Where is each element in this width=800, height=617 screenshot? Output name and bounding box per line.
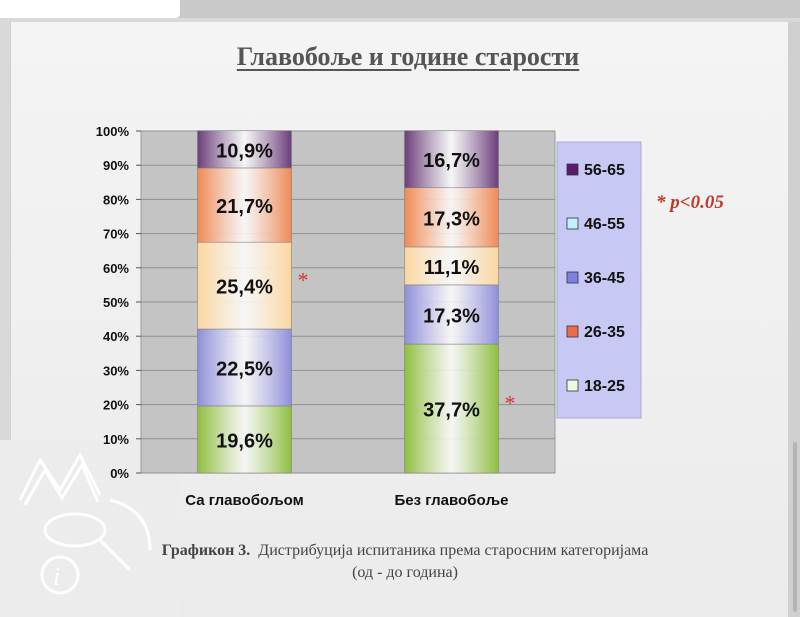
info-icon: i xyxy=(53,562,60,591)
significance-note: * p<0.05 xyxy=(656,192,724,213)
legend-swatch xyxy=(566,325,579,338)
data-label: 17,3% xyxy=(423,208,480,230)
legend-label: 26-35 xyxy=(584,324,625,341)
y-tick-label: 0% xyxy=(110,466,129,481)
data-label: 17,3% xyxy=(423,305,480,327)
legend-label: 18-25 xyxy=(584,378,625,395)
legend-swatch xyxy=(566,271,579,284)
bar-segment xyxy=(197,167,292,243)
bars: 19,6% 22,5% 25,4% * 21,7% 10,9% 37,7% * 17,3% 11,… xyxy=(197,130,516,474)
x-category-label: Без главобоље xyxy=(395,492,509,509)
chart-title: Главобоље и године старости xyxy=(236,42,580,71)
top-corner-panel xyxy=(0,0,180,18)
y-tick-label: 90% xyxy=(103,158,129,173)
data-label: 37,7% xyxy=(423,400,480,422)
bar-segment xyxy=(404,284,499,345)
legend-label: 46-55 xyxy=(584,216,625,233)
bar-segment xyxy=(404,246,499,286)
bar-segment xyxy=(197,405,292,474)
data-label: 16,7% xyxy=(423,150,480,172)
data-label: 11,1% xyxy=(424,257,480,279)
bar-segment xyxy=(404,343,499,474)
bar-segment xyxy=(197,241,292,330)
data-label: 21,7% xyxy=(216,196,273,218)
caption-line2: (од - до година) xyxy=(352,564,458,581)
caption-line1: Дистрибуција испитаника према старосним … xyxy=(258,542,649,559)
x-axis-labels: Са главобољом Без главобоље xyxy=(185,492,508,509)
y-tick-label: 100% xyxy=(96,124,130,139)
significance-asterisk: * xyxy=(505,391,516,416)
x-category-label: Са главобољом xyxy=(185,492,303,509)
figure-caption: Графикон 3. Дистрибуција испитаника прем… xyxy=(60,540,750,584)
scrollbar-track[interactable] xyxy=(788,22,800,617)
y-tick-label: 30% xyxy=(103,363,129,378)
bar-segment xyxy=(197,130,292,169)
legend-swatch xyxy=(566,217,579,230)
legend-label: 36-45 xyxy=(584,270,625,287)
y-tick-label: 50% xyxy=(103,295,129,310)
y-axis-ticks: 0% 10% 20% 30% 40% 50% 60% 70% 80% 90% 100% xyxy=(96,124,141,481)
y-tick-label: 20% xyxy=(103,398,129,413)
data-label: 22,5% xyxy=(216,358,273,380)
y-tick-label: 40% xyxy=(103,329,129,344)
legend-swatch xyxy=(566,163,579,176)
data-label: 10,9% xyxy=(216,140,273,162)
legend-swatch xyxy=(566,379,579,392)
top-band xyxy=(0,0,800,18)
legend: 56-65 46-55 36-45 26-35 18-25 xyxy=(556,141,642,419)
bar-segment xyxy=(197,328,292,407)
scrollbar-thumb[interactable] xyxy=(793,442,797,612)
y-tick-label: 10% xyxy=(103,432,129,447)
y-tick-label: 80% xyxy=(103,192,129,207)
bar-segment xyxy=(404,130,499,189)
bar-segment xyxy=(404,187,499,248)
significance-asterisk: * xyxy=(298,268,309,293)
data-label: 25,4% xyxy=(216,277,273,299)
data-label: 19,6% xyxy=(216,430,273,452)
y-tick-label: 70% xyxy=(103,227,129,242)
legend-label: 56-65 xyxy=(584,162,625,179)
y-tick-label: 60% xyxy=(103,261,129,276)
caption-label: Графикон 3. xyxy=(161,542,251,559)
